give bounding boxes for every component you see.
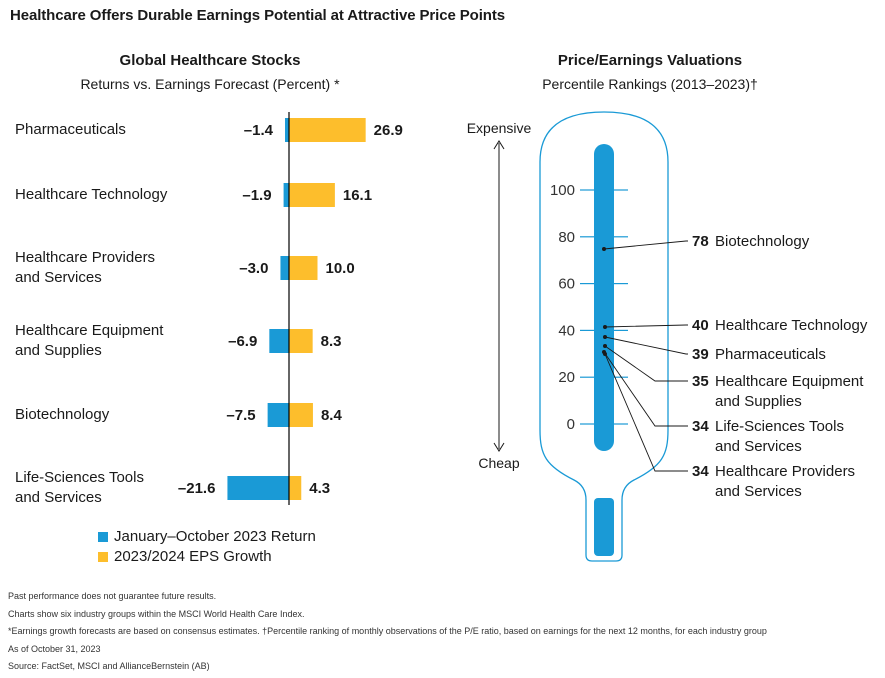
- bar-return: [269, 329, 289, 353]
- point-value-label: 34: [692, 463, 709, 480]
- point-category-label: Healthcare Technology: [715, 317, 868, 334]
- thermometer-tube: [594, 144, 614, 451]
- point-value-label: 34: [692, 418, 709, 435]
- data-point: [603, 335, 607, 339]
- leader-line: [604, 336, 688, 355]
- point-value-label: 40: [692, 317, 709, 334]
- tick-label: 60: [558, 276, 575, 293]
- data-label-eps: 4.3: [309, 480, 330, 497]
- leader-line: [604, 324, 688, 328]
- point-category-label: Life-Sciences Tools: [715, 418, 844, 435]
- data-label-eps: 8.4: [321, 407, 343, 424]
- footnote-scope: Charts show six industry groups within t…: [8, 608, 305, 619]
- legend-item-eps: 2023/2024 EPS Growth: [98, 548, 272, 565]
- category-label: Pharmaceuticals: [15, 121, 126, 138]
- category-label: Life-Sciences Tools and Services: [15, 469, 144, 506]
- legend-swatch-eps: [98, 551, 108, 562]
- data-point: [603, 325, 607, 329]
- tick-label: 80: [558, 229, 575, 246]
- axis-bottom-label: Cheap: [478, 455, 519, 471]
- bar-return: [280, 256, 289, 280]
- main-title: Healthcare Offers Durable Earnings Poten…: [10, 7, 505, 24]
- tick-label: 40: [558, 322, 575, 339]
- data-label-eps: 26.9: [374, 122, 403, 139]
- axis-top-label: Expensive: [467, 120, 532, 136]
- point-category-label: and Services: [715, 483, 802, 500]
- data-label-eps: 16.1: [343, 187, 372, 204]
- footnote-methodology: *Earnings growth forecasts are based on …: [8, 626, 767, 636]
- legend-label-eps: 2023/2024 EPS Growth: [114, 548, 272, 565]
- point-value-label: 78: [692, 233, 709, 250]
- bar-return: [285, 118, 289, 142]
- thermo-chart-subtitle: Percentile Rankings (2013–2023)†: [542, 76, 758, 92]
- data-label-return: –6.9: [228, 333, 257, 350]
- bar-chart-subtitle: Returns vs. Earnings Forecast (Percent) …: [80, 76, 340, 92]
- point-category-label: Biotechnology: [715, 233, 810, 250]
- legend-swatch-return: [98, 531, 108, 542]
- data-point: [603, 352, 607, 356]
- data-label-return: –21.6: [178, 480, 216, 497]
- data-label-return: –3.0: [239, 260, 268, 277]
- data-point: [602, 247, 606, 251]
- tick-label: 100: [550, 182, 575, 199]
- footnote-performance: Past performance does not guarantee futu…: [8, 591, 217, 601]
- point-value-label: 35: [692, 373, 709, 390]
- bar-eps: [289, 256, 318, 280]
- leader-line: [603, 351, 688, 427]
- bar-eps: [289, 403, 313, 427]
- tick-label: 20: [558, 369, 575, 386]
- footnote-date: As of October 31, 2023: [8, 643, 101, 654]
- bar-eps: [289, 183, 335, 207]
- data-label-eps: 8.3: [321, 333, 342, 350]
- axis-arrow-up: [493, 140, 505, 150]
- leader-line: [604, 345, 688, 382]
- tick-label: 0: [567, 416, 575, 433]
- data-label-return: –1.9: [242, 187, 271, 204]
- legend-label-return: January–October 2023 Return: [114, 528, 316, 545]
- footnotes: Past performance does not guarantee futu…: [8, 588, 767, 676]
- bar-return: [267, 403, 289, 427]
- bar-return: [227, 476, 289, 500]
- category-label: Healthcare Providers and Services: [15, 249, 156, 286]
- category-label: Healthcare Equipment and Supplies: [15, 322, 164, 359]
- thermometer-outline: [539, 111, 669, 562]
- footnote-source: Source: FactSet, MSCI and AllianceBernst…: [8, 661, 210, 671]
- data-point: [603, 344, 607, 348]
- bar-return: [283, 183, 289, 207]
- category-label: Biotechnology: [15, 406, 110, 423]
- point-category-label: Healthcare Equipment: [715, 373, 864, 390]
- category-label: Healthcare Technology: [15, 186, 168, 203]
- thermo-chart-title: Price/Earnings Valuations: [557, 52, 743, 69]
- point-value-label: 39: [692, 346, 709, 363]
- leader-line: [603, 240, 688, 250]
- leader-line: [604, 353, 688, 472]
- point-category-label: Pharmaceuticals: [715, 346, 826, 363]
- data-label-return: –1.4: [244, 122, 274, 139]
- legend-item-return: January–October 2023 Return: [98, 528, 316, 545]
- bar-chart-title: Global Healthcare Stocks: [119, 52, 301, 69]
- axis-arrow-down: [493, 442, 505, 452]
- point-category-label: and Supplies: [715, 393, 802, 410]
- thermometer-bulb: [594, 498, 614, 556]
- bar-eps: [289, 118, 366, 142]
- data-label-eps: 10.0: [326, 260, 355, 277]
- bar-eps: [289, 329, 313, 353]
- bar-eps: [289, 476, 302, 500]
- point-category-label: and Services: [715, 438, 802, 455]
- point-category-label: Healthcare Providers: [715, 463, 855, 480]
- data-label-return: –7.5: [226, 407, 255, 424]
